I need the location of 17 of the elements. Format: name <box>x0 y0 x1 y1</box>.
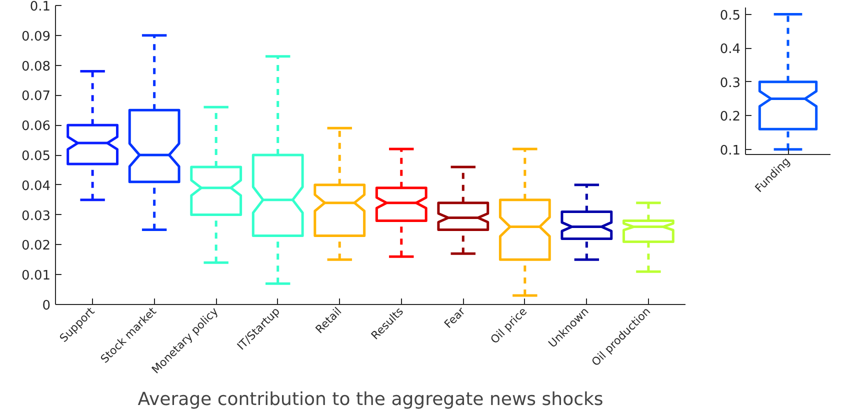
x-axis-title: Average contribution to the aggregate news shocks <box>138 388 604 410</box>
y-tick-label: 0.09 <box>22 29 51 44</box>
y-tick-label: 0.04 <box>22 178 51 194</box>
y-tick-label: 0.03 <box>22 208 51 224</box>
y-tick-label: 0.3 <box>720 76 741 91</box>
y-tick-label: 0.06 <box>22 119 51 134</box>
y-tick-label: 0 <box>42 298 51 314</box>
y-tick-label: 0.01 <box>22 268 51 284</box>
y-tick-label: 0.4 <box>720 42 741 58</box>
y-tick-label: 0.5 <box>720 8 741 24</box>
y-tick-label: 0.02 <box>22 238 51 254</box>
y-tick-label: 0.07 <box>22 89 51 104</box>
y-tick-label: 0.1 <box>30 0 51 14</box>
y-tick-label: 0.2 <box>720 110 741 125</box>
y-tick-label: 0.1 <box>720 143 741 158</box>
y-tick-label: 0.05 <box>22 149 51 164</box>
y-tick-label: 0.08 <box>22 59 51 74</box>
